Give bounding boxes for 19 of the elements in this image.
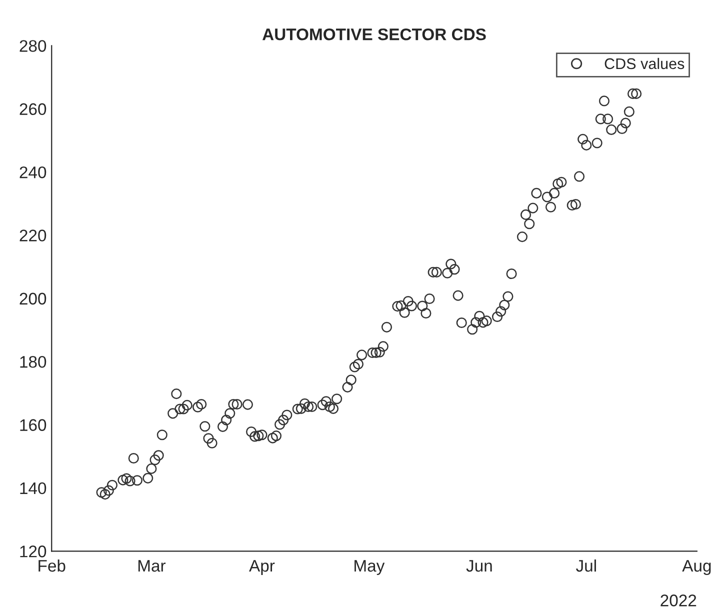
legend-label: CDS values — [604, 58, 684, 70]
x-tick-label: May — [354, 560, 385, 576]
x-tick-label: Feb — [38, 559, 66, 572]
y-tick-label: 140 — [20, 482, 46, 494]
chart-title: AUTOMOTIVE SECTOR CDS — [262, 28, 486, 40]
y-tick-label: 120 — [20, 546, 46, 558]
y-tick-label: 240 — [20, 166, 46, 178]
x-tick-label: Aug — [682, 560, 711, 576]
y-tick-label: 160 — [20, 419, 46, 431]
text: 2022 — [660, 594, 696, 606]
x-tick-label: Jun — [466, 560, 492, 572]
x-tick-label: Apr — [249, 560, 275, 576]
x-tick-label: Mar — [138, 560, 166, 572]
y-tick-label: 260 — [20, 103, 46, 116]
y-tick-label: 220 — [20, 230, 46, 242]
x-tick-label: Jul — [576, 559, 596, 572]
y-tick-label: 200 — [20, 292, 46, 305]
y-tick-label: 180 — [20, 356, 46, 368]
y-tick-label: 280 — [20, 40, 46, 52]
